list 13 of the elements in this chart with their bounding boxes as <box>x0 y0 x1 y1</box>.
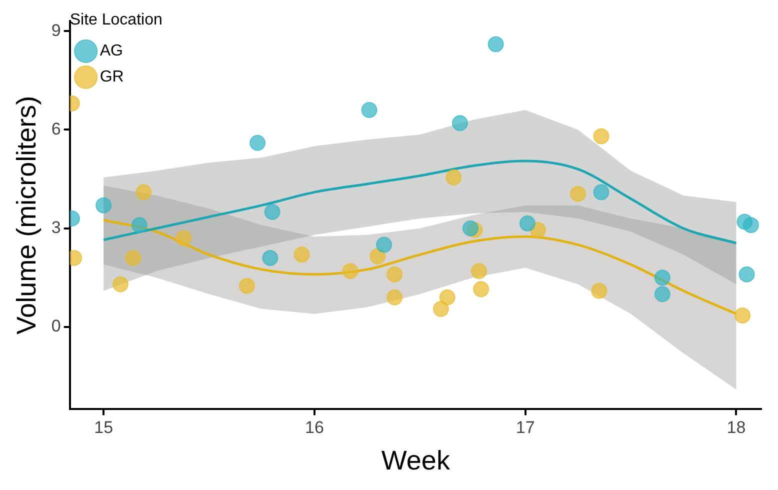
x-tick-label: 15 <box>94 418 114 438</box>
x-tick-label: 17 <box>516 418 535 438</box>
x-tick-label: 16 <box>305 418 324 438</box>
y-tick-label: 9 <box>51 20 61 40</box>
y-tick-label: 0 <box>51 316 61 336</box>
legend-label: AG <box>100 42 123 60</box>
x-axis-title: Week <box>381 445 450 476</box>
legend-title: Site Location <box>70 11 162 28</box>
y-tick-label: 3 <box>51 218 61 238</box>
y-axis-title: Volume (microliters) <box>12 96 42 334</box>
legend-label: GR <box>100 68 124 86</box>
x-tick-label: 18 <box>726 418 746 438</box>
y-tick-label: 6 <box>51 119 61 138</box>
